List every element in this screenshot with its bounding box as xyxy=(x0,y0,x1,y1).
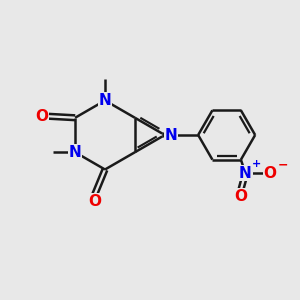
Text: N: N xyxy=(239,166,252,181)
Text: N: N xyxy=(165,128,178,142)
Text: +: + xyxy=(252,159,261,169)
Text: O: O xyxy=(263,166,277,181)
Text: N: N xyxy=(69,145,82,160)
Text: O: O xyxy=(234,189,248,204)
Text: O: O xyxy=(88,194,101,209)
Text: O: O xyxy=(35,109,48,124)
Text: N: N xyxy=(99,93,111,108)
Text: −: − xyxy=(278,159,288,172)
